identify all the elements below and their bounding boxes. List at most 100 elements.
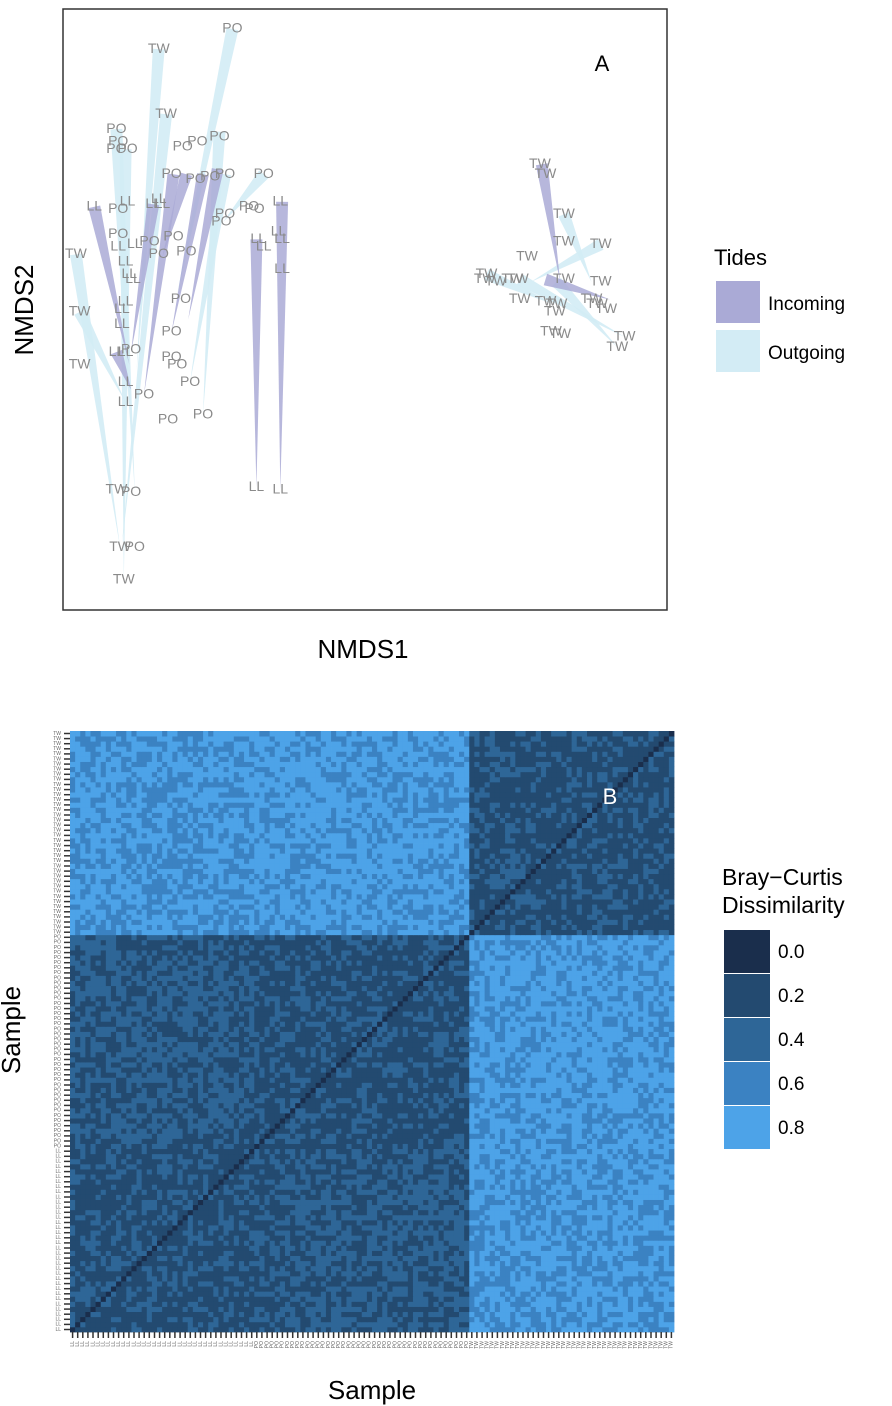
heatmap-cell: [325, 1214, 332, 1221]
heatmap-cell: [341, 1270, 347, 1277]
heatmap-cell: [423, 1199, 429, 1206]
heatmap-cell: [633, 1128, 639, 1134]
heatmap-cell: [151, 1301, 158, 1307]
heatmap-cell: [274, 1179, 281, 1185]
heatmap-cell: [218, 1286, 224, 1292]
heatmap-cell: [264, 1219, 271, 1226]
heatmap-cell: [218, 1209, 224, 1216]
heatmap-cell: [136, 1230, 143, 1236]
heatmap-cell: [412, 1260, 419, 1267]
heatmap-cell: [141, 1225, 148, 1231]
heatmap-cell: [95, 1250, 102, 1256]
heatmap-cell: [162, 1219, 168, 1226]
heatmap-cell: [177, 1250, 184, 1256]
heatmap-cell: [474, 1316, 480, 1323]
heatmap-cell: [141, 1153, 148, 1160]
heatmap-cell: [479, 1275, 486, 1282]
heatmap-cell: [290, 1296, 296, 1302]
heatmap-cell: [663, 1123, 670, 1129]
heatmap-cell: [412, 1204, 419, 1211]
heatmap-cell: [336, 1204, 342, 1211]
heatmap-cell: [556, 1321, 562, 1328]
heatmap-cell: [643, 1321, 649, 1328]
heatmap-cell: [131, 1169, 137, 1175]
heatmap-cell: [597, 1270, 603, 1277]
heatmap-cell: [622, 1321, 629, 1328]
heatmap-cell: [607, 1316, 613, 1323]
heatmap-cell: [80, 1179, 86, 1185]
heatmap-cell: [643, 1199, 649, 1206]
heatmap-cell: [428, 1240, 434, 1246]
heatmap-cell: [438, 1316, 445, 1323]
heatmap-cell: [484, 1138, 491, 1144]
heatmap-cell: [80, 1316, 86, 1323]
heatmap-cell: [85, 1321, 91, 1328]
heatmap-cell: [520, 1230, 526, 1236]
heatmap-cell: [581, 1163, 588, 1170]
heatmap-cell: [361, 1184, 368, 1190]
heatmap-cell: [269, 1174, 276, 1180]
sample-point-ll: LL: [109, 343, 125, 359]
heatmap-cell: [151, 1158, 158, 1165]
heatmap-cell: [474, 1189, 480, 1195]
heatmap-cell: [556, 1189, 562, 1195]
heatmap-cell: [238, 1194, 245, 1200]
heatmap-cell: [653, 1296, 660, 1302]
heatmap-cell: [607, 1143, 613, 1150]
heatmap-cell: [433, 1260, 439, 1267]
heatmap-cell: [121, 1250, 127, 1256]
heatmap-cell: [223, 1204, 230, 1211]
heatmap-cell: [105, 1250, 112, 1256]
heatmap-cell: [279, 1148, 286, 1155]
heatmap-cell: [663, 1128, 670, 1134]
heatmap-cell: [638, 1326, 644, 1333]
heatmap-cell: [233, 1311, 240, 1318]
heatmap-cell: [658, 1153, 665, 1160]
heatmap-cell: [126, 1219, 132, 1226]
heatmap-cell: [208, 1123, 214, 1129]
sample-point-po: PO: [239, 198, 259, 214]
heatmap-cell: [325, 1219, 332, 1226]
heatmap-cell: [412, 1265, 419, 1272]
heatmap-cell: [479, 1265, 486, 1272]
heatmap-cell: [279, 1260, 286, 1267]
heatmap-cell: [535, 1219, 542, 1226]
heatmap-cell: [75, 1311, 81, 1318]
heatmap-cell: [136, 1311, 143, 1318]
heatmap-cell: [377, 1321, 383, 1328]
heatmap-cell: [279, 1321, 286, 1328]
heatmap-cell: [443, 1169, 450, 1175]
heatmap-cell: [315, 1225, 322, 1231]
heatmap-cell: [172, 1194, 178, 1200]
heatmap-cell: [361, 1230, 368, 1236]
heatmap-cell: [653, 1194, 660, 1200]
heatmap-cell: [85, 1250, 91, 1256]
heatmap-cell: [592, 1169, 598, 1175]
heatmap-cell: [80, 1123, 86, 1129]
heatmap-cell: [356, 1169, 363, 1175]
heatmap-cell: [177, 1148, 184, 1155]
heatmap-cell: [633, 1158, 639, 1165]
heatmap-cell: [653, 1250, 660, 1256]
heatmap-cell: [658, 1174, 665, 1180]
heatmap-cell: [438, 1275, 445, 1282]
heatmap-cell: [238, 1209, 245, 1216]
heatmap-cell: [208, 1260, 214, 1267]
heatmap-cell: [484, 1230, 491, 1236]
heatmap-cell: [95, 1286, 102, 1292]
heatmap-cell: [407, 1194, 414, 1200]
heatmap-cell: [197, 1270, 204, 1277]
heatmap-cell: [325, 1270, 332, 1277]
heatmap-cell: [602, 1214, 608, 1221]
heatmap-cell: [187, 1214, 194, 1221]
heatmap-cell: [80, 1286, 86, 1292]
heatmap-cell: [423, 1306, 429, 1313]
heatmap-cell: [469, 1225, 475, 1231]
heatmap-cell: [633, 1174, 639, 1180]
heatmap-cell: [505, 1148, 511, 1155]
heatmap-cell: [126, 1301, 132, 1307]
heatmap-cell: [607, 1270, 613, 1277]
heatmap-cell: [259, 1240, 265, 1246]
heatmap-cell: [540, 1214, 547, 1221]
heatmap-cell: [525, 1326, 532, 1333]
